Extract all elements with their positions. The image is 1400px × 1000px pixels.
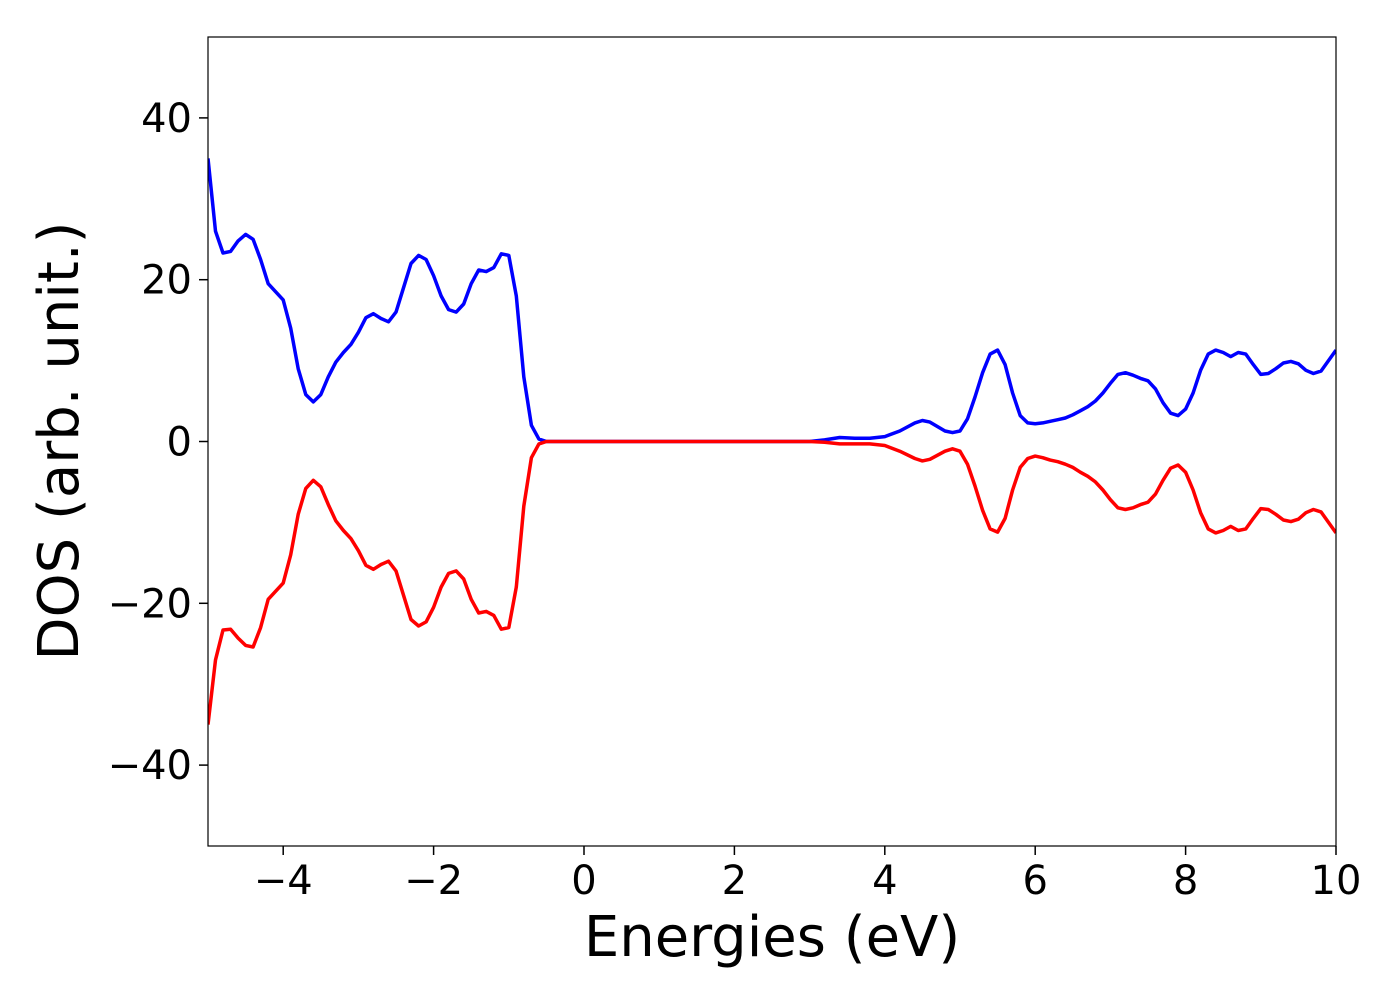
y-axis-label: DOS (arb. unit.) [27, 221, 92, 660]
x-tick-label: 2 [722, 858, 747, 904]
x-tick-label: 6 [1022, 858, 1047, 904]
x-tick-label: −2 [404, 858, 463, 904]
y-tick-label: 40 [141, 96, 192, 142]
plot-frame [207, 36, 1337, 847]
y-tick-label: 0 [167, 420, 192, 466]
y-tick-label: 20 [141, 258, 192, 304]
dos-line [208, 439, 1336, 725]
y-tick-label: −20 [108, 581, 192, 627]
dos-line [208, 158, 1336, 444]
x-tick-label: 0 [571, 858, 596, 904]
x-tick-label: −4 [254, 858, 313, 904]
y-tick-label: −40 [108, 743, 192, 789]
x-tick-label: 8 [1173, 858, 1198, 904]
x-tick-label: 4 [872, 858, 897, 904]
x-tick-label: 10 [1311, 858, 1362, 904]
x-axis-label: Energies (eV) [584, 905, 960, 970]
